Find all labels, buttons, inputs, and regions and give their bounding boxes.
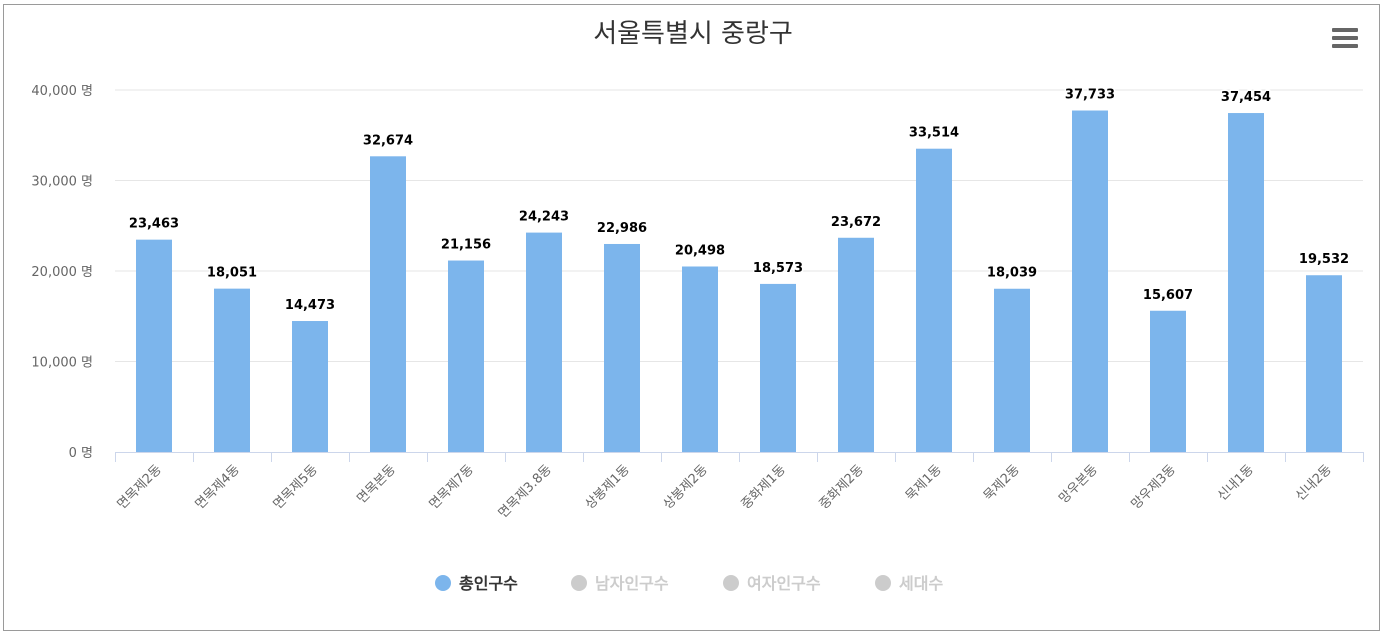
data-label: 21,156 xyxy=(441,238,491,253)
bar[interactable] xyxy=(916,148,952,452)
bar[interactable] xyxy=(526,232,562,452)
legend-item[interactable]: 총인구수 xyxy=(435,574,518,593)
legend-label: 남자인구수 xyxy=(595,574,669,593)
data-label: 22,986 xyxy=(597,221,647,236)
bar[interactable] xyxy=(994,288,1030,452)
x-tick-label: 중화제1동 xyxy=(739,462,789,512)
x-tick-label: 면목제3.8동 xyxy=(496,462,555,521)
y-tick-label: 30,000 명 xyxy=(31,175,93,190)
x-tick-label: 면목제4동 xyxy=(193,462,243,512)
legend-item[interactable]: 여자인구수 xyxy=(723,574,821,593)
data-label: 18,051 xyxy=(207,266,257,281)
bar[interactable] xyxy=(838,237,874,452)
x-tick-label: 면목제2동 xyxy=(115,462,165,512)
chart-title: 서울특별시 중랑구 xyxy=(593,19,793,49)
bar[interactable] xyxy=(1306,275,1342,452)
y-tick-label: 20,000 명 xyxy=(31,265,93,280)
x-tick-label: 신내2동 xyxy=(1293,462,1335,504)
x-tick-label: 면목제7동 xyxy=(427,462,477,512)
bar-layer xyxy=(136,110,1342,453)
data-label: 24,243 xyxy=(519,210,569,225)
x-tick-label: 묵제1동 xyxy=(903,462,945,504)
menu-bar-line xyxy=(1332,36,1358,40)
legend: 총인구수 남자인구수 여자인구수 세대수 xyxy=(435,574,943,593)
x-tick-label: 면목제5동 xyxy=(271,462,321,512)
x-tick-label: 망우본동 xyxy=(1056,462,1100,506)
data-label: 37,733 xyxy=(1065,88,1115,103)
x-tick-label: 면목본동 xyxy=(354,462,398,506)
data-label: 15,607 xyxy=(1143,288,1193,303)
x-tick-label: 중화제2동 xyxy=(817,462,867,512)
hamburger-menu-icon[interactable] xyxy=(1326,24,1362,54)
x-tick-label: 상봉제1동 xyxy=(583,462,633,512)
y-tick-label: 40,000 명 xyxy=(31,84,93,99)
legend-item[interactable]: 세대수 xyxy=(875,574,943,593)
bar[interactable] xyxy=(214,288,250,452)
data-label: 20,498 xyxy=(675,243,725,258)
x-tick-label: 망우제3동 xyxy=(1129,462,1179,512)
data-label: 23,672 xyxy=(831,215,881,230)
legend-label: 여자인구수 xyxy=(747,574,821,593)
x-tick-label: 묵제2동 xyxy=(981,462,1023,504)
bar[interactable] xyxy=(370,156,406,452)
legend-marker-icon xyxy=(875,575,891,591)
data-label: 18,039 xyxy=(987,266,1037,281)
bar[interactable] xyxy=(136,239,172,452)
legend-label: 총인구수 xyxy=(459,574,518,593)
bar[interactable] xyxy=(604,243,640,452)
y-tick-label: 10,000 명 xyxy=(31,356,93,371)
x-tick-label: 상봉제2동 xyxy=(661,462,711,512)
bar[interactable] xyxy=(682,266,718,452)
data-label: 14,473 xyxy=(285,298,335,313)
legend-label: 세대수 xyxy=(899,574,943,593)
data-label: 37,454 xyxy=(1221,90,1271,105)
data-label: 33,514 xyxy=(909,126,959,141)
bar[interactable] xyxy=(1150,310,1186,452)
bar[interactable] xyxy=(1072,110,1108,452)
legend-marker-icon xyxy=(723,575,739,591)
bar[interactable] xyxy=(1228,113,1264,453)
legend-marker-icon xyxy=(435,575,451,591)
data-label-layer: 23,463 18,051 14,473 32,674 21,156 24,243 22,9… xyxy=(127,86,1350,315)
data-label: 32,674 xyxy=(363,133,413,148)
legend-item[interactable]: 남자인구수 xyxy=(571,574,669,593)
bar[interactable] xyxy=(292,321,328,452)
bar[interactable] xyxy=(760,283,796,452)
bar[interactable] xyxy=(448,260,484,452)
legend-marker-icon xyxy=(571,575,587,591)
menu-bar-line xyxy=(1332,44,1358,48)
y-tick-label: 0 명 xyxy=(69,446,93,461)
data-label: 18,573 xyxy=(753,261,803,276)
x-tick-label: 신내1동 xyxy=(1215,462,1257,504)
menu-bar-line xyxy=(1332,28,1358,32)
data-label: 19,532 xyxy=(1299,252,1349,267)
data-label: 23,463 xyxy=(129,217,179,232)
